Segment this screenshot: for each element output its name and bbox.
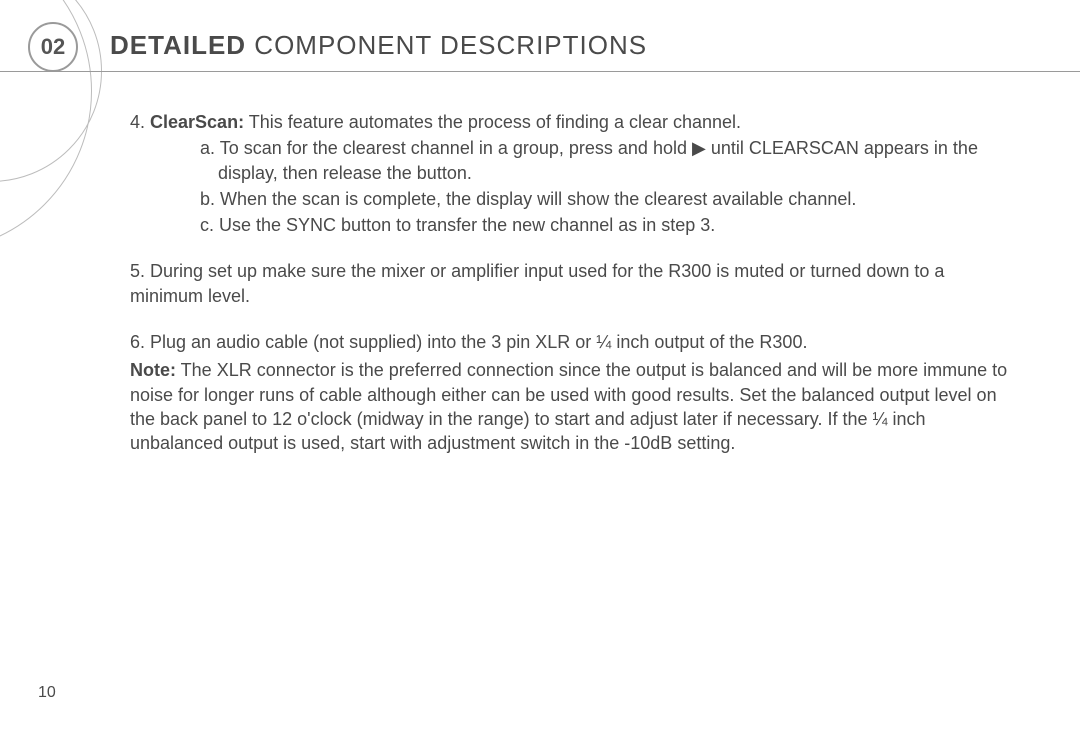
list-item-4: 4. ClearScan: This feature automates the… — [130, 110, 1010, 237]
item6-note-text: The XLR connector is the preferred conne… — [130, 360, 1007, 453]
item4-sub-c: c. Use the SYNC button to transfer the n… — [200, 213, 1010, 237]
item4-number: 4. — [130, 112, 150, 132]
item6-note: Note: The XLR connector is the preferred… — [130, 358, 1010, 455]
item5-text: 5. During set up make sure the mixer or … — [130, 261, 944, 305]
chapter-number-badge: 02 — [28, 22, 78, 72]
item4-label: ClearScan: — [150, 112, 244, 132]
chapter-title-light: COMPONENT DESCRIPTIONS — [246, 30, 647, 60]
body-content: 4. ClearScan: This feature automates the… — [130, 110, 1010, 478]
chapter-number: 02 — [41, 34, 65, 60]
chapter-header: 02 DETAILED COMPONENT DESCRIPTIONS — [0, 22, 1080, 72]
list-item-5: 5. During set up make sure the mixer or … — [130, 259, 1010, 308]
item6-lead: 6. Plug an audio cable (not supplied) in… — [130, 330, 1010, 354]
item4-sub-a: a. To scan for the clearest channel in a… — [200, 136, 1010, 185]
list-item-6: 6. Plug an audio cable (not supplied) in… — [130, 330, 1010, 455]
item6-note-label: Note: — [130, 360, 176, 380]
chapter-title: DETAILED COMPONENT DESCRIPTIONS — [110, 30, 647, 61]
item4-sub-b: b. When the scan is complete, the displa… — [200, 187, 1010, 211]
item4-text: This feature automates the process of fi… — [244, 112, 741, 132]
page-number: 10 — [38, 684, 56, 702]
item4-sublist: a. To scan for the clearest channel in a… — [130, 136, 1010, 237]
header-rule — [0, 71, 1080, 72]
chapter-title-bold: DETAILED — [110, 30, 246, 60]
